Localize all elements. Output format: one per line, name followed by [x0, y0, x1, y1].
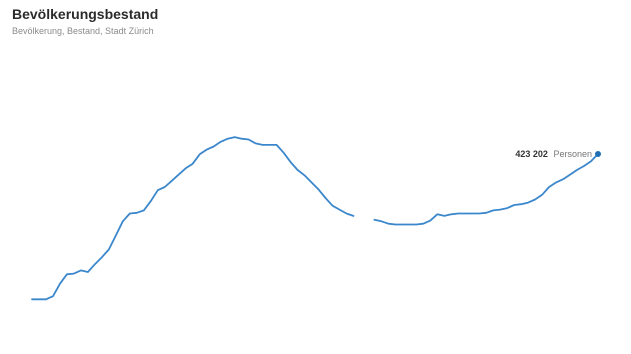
- end-point-value: 423 202: [515, 149, 548, 159]
- end-point-unit: Personen: [553, 149, 592, 159]
- chart-title: Bevölkerungsbestand: [12, 6, 159, 22]
- end-point-marker[interactable]: [595, 151, 601, 157]
- chart-subtitle: Bevölkerung, Bestand, Stadt Zürich: [12, 26, 154, 36]
- end-point-label: 423 202 Personen: [515, 149, 592, 159]
- series-layer: [31, 136, 599, 301]
- series-line-segment-2: [373, 153, 599, 226]
- series-line-segment-1: [31, 136, 355, 301]
